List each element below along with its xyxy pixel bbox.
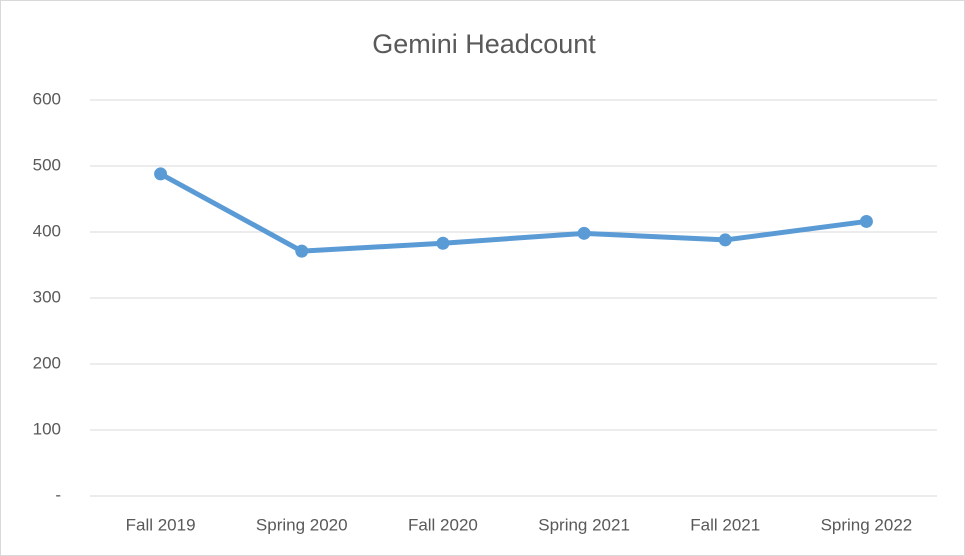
data-point <box>295 244 309 258</box>
x-tick-label: Spring 2022 <box>821 515 913 534</box>
y-tick-label: 300 <box>33 287 61 306</box>
x-tick-label: Spring 2020 <box>256 515 348 534</box>
data-point <box>718 233 732 247</box>
y-tick-label: 500 <box>33 155 61 174</box>
x-tick-label: Fall 2019 <box>126 515 196 534</box>
x-tick-label: Fall 2021 <box>690 515 760 534</box>
data-point <box>436 236 450 250</box>
y-tick-label: 100 <box>33 419 61 438</box>
y-tick-label: - <box>55 485 61 504</box>
y-tick-label: 400 <box>33 221 61 240</box>
series-line <box>158 171 869 254</box>
data-point <box>154 167 168 181</box>
data-point <box>577 226 591 240</box>
data-point <box>859 214 873 228</box>
x-tick-label: Fall 2020 <box>408 515 478 534</box>
y-tick-label: 600 <box>33 89 61 108</box>
chart-title: Gemini Headcount <box>372 29 596 59</box>
y-tick-label: 200 <box>33 353 61 372</box>
x-tick-label: Spring 2021 <box>538 515 630 534</box>
